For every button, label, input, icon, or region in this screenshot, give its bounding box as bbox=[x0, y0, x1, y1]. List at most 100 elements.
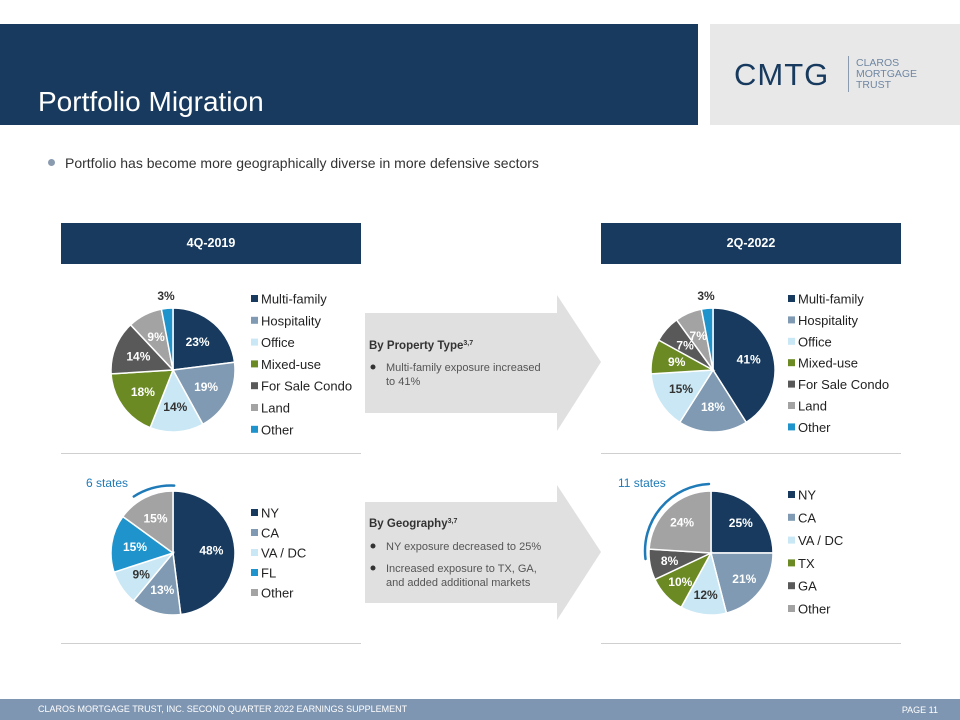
logo-line: CLAROS bbox=[856, 57, 900, 69]
property-2022-label-hospitality: 18% bbox=[701, 400, 725, 414]
geography-2022-label-va-dc: 12% bbox=[694, 588, 718, 602]
property-2022-slice-office bbox=[650, 369, 715, 424]
property-2022-legend-label-land: Land bbox=[798, 399, 827, 414]
geography-2022-label-tx: 10% bbox=[668, 575, 692, 589]
property-2019-label-land: 9% bbox=[147, 330, 165, 344]
geography-2019-slice-other bbox=[121, 490, 174, 555]
geography-2019-label-ca: 13% bbox=[150, 583, 174, 597]
geography-2019-legend-swatch-other bbox=[251, 589, 258, 596]
geography-2022-legend-swatch-va-dc bbox=[788, 536, 795, 544]
property-2022-legend-label-office: Office bbox=[798, 334, 832, 349]
property-2019-label-for-sale-condo: 14% bbox=[126, 349, 150, 363]
panel-header-left: 4Q-2019 bbox=[61, 223, 361, 264]
property-2022-legend-label-for-sale-condo: For Sale Condo bbox=[798, 377, 889, 392]
property-2019-legend-swatch-mixed-use bbox=[251, 360, 258, 368]
panel-header-right: 2Q-2022 bbox=[601, 223, 901, 264]
logo-divider bbox=[848, 56, 849, 92]
property-2019-legend-label-other: Other bbox=[261, 422, 294, 437]
arrow-text-line: and added additional markets bbox=[386, 577, 531, 589]
arrow-property-title: By Property Type3,7 bbox=[369, 340, 473, 352]
divider-line bbox=[61, 643, 361, 644]
property-2019-label-other: 3% bbox=[157, 289, 175, 303]
arrow-geography-bullet-1: NY exposure decreased to 25% bbox=[386, 541, 541, 553]
geography-2022-legend-swatch-tx bbox=[788, 559, 795, 567]
bullet-icon bbox=[370, 364, 376, 370]
arrow-text-line: Increased exposure to TX, GA, bbox=[386, 563, 537, 575]
geography-2019-legend-swatch-fl bbox=[251, 569, 258, 576]
bullet-icon bbox=[48, 158, 55, 166]
states-count-left: 6 states bbox=[86, 476, 128, 490]
property-2019-legend-swatch-land bbox=[251, 404, 258, 411]
property-2019-label-office: 14% bbox=[163, 400, 187, 414]
geography-2019-legend-swatch-ca bbox=[251, 529, 258, 536]
states-arc-left bbox=[132, 484, 176, 498]
geography-2022-legend-label-ca: CA bbox=[798, 510, 816, 525]
geography-2022-legend-swatch-ny bbox=[788, 491, 795, 498]
property-2019-legend-label-land: Land bbox=[261, 401, 290, 416]
geography-2019-legend-swatch-ny bbox=[251, 509, 258, 516]
logo-mark: CMTG bbox=[734, 57, 830, 92]
bullet-icon bbox=[370, 543, 376, 549]
property-2019-legend-swatch-hospitality bbox=[251, 316, 258, 324]
geography-2019-label-va-dc: 9% bbox=[133, 568, 151, 582]
geography-2019-label-other: 15% bbox=[143, 512, 167, 526]
property-2022-legend-label-multi-family: Multi-family bbox=[798, 292, 864, 307]
header-band bbox=[0, 24, 698, 125]
property-2019-legend-label-office: Office bbox=[261, 335, 295, 350]
property-2019-legend-swatch-for-sale-condo bbox=[251, 382, 258, 390]
property-2022-legend-label-other: Other bbox=[798, 420, 831, 435]
divider-line bbox=[601, 643, 901, 644]
arrow-geography-bullet-2: Increased exposure to TX, GA, and added … bbox=[386, 563, 540, 589]
geography-2019-legend-label-ny: NY bbox=[261, 506, 279, 521]
property-2022-legend-label-hospitality: Hospitality bbox=[798, 313, 858, 328]
geography-2019-slice-ny bbox=[172, 490, 236, 616]
geography-2019-legend-label-va-dc: VA / DC bbox=[261, 546, 306, 561]
geography-2019-legend-label-fl: FL bbox=[261, 566, 276, 581]
company-logo: CMTG CLAROS MORTGAGE TRUST bbox=[710, 24, 960, 125]
geography-2019-legend-label-other: Other bbox=[261, 586, 294, 601]
property-2022-legend-swatch-multi-family bbox=[788, 295, 795, 302]
geography-2019-label-fl: 15% bbox=[123, 540, 147, 554]
summary-bullet: Portfolio has become more geographically… bbox=[48, 155, 539, 171]
property-2019-slice-multi-family bbox=[172, 307, 236, 371]
property-2019-slice-mixed-use bbox=[110, 369, 175, 429]
property-2019-slice-for-sale-condo bbox=[110, 323, 175, 375]
property-2019-label-multi-family: 23% bbox=[186, 335, 210, 349]
footer-title: CLAROS MORTGAGE TRUST, INC. SECOND QUART… bbox=[38, 704, 408, 714]
property-2019-legend-swatch-office bbox=[251, 338, 258, 346]
property-2019-slice-hospitality bbox=[171, 361, 236, 426]
property-2022-label-office: 15% bbox=[669, 382, 693, 396]
property-2019-slice-other bbox=[160, 307, 174, 371]
property-2022-legend-swatch-for-sale-condo bbox=[788, 380, 795, 388]
geography-2022-legend-label-ny: NY bbox=[798, 488, 816, 503]
property-2022-slice-hospitality bbox=[678, 368, 748, 433]
property-2019-label-mixed-use: 18% bbox=[131, 385, 155, 399]
geography-2019-label-ny: 48% bbox=[199, 544, 223, 558]
property-2022-label-other: 3% bbox=[697, 289, 715, 303]
page-number: PAGE 11 bbox=[901, 705, 938, 715]
arrow-property-bullet: Multi-family exposure increased to 41% bbox=[386, 362, 544, 388]
logo-wordmark: CLAROS MORTGAGE TRUST bbox=[856, 58, 917, 91]
property-2019-label-hospitality: 19% bbox=[194, 380, 218, 394]
geography-2022-legend-label-ga: GA bbox=[798, 579, 817, 594]
geography-2022-slice-other bbox=[648, 490, 712, 554]
logo-line: TRUST bbox=[856, 79, 891, 91]
property-2022-label-mixed-use: 9% bbox=[668, 355, 686, 369]
geography-2022-legend-label-tx: TX bbox=[798, 556, 815, 571]
property-2022-legend-swatch-office bbox=[788, 337, 795, 345]
property-2019-legend-swatch-other bbox=[251, 425, 258, 433]
geography-2019-legend-label-ca: CA bbox=[261, 526, 279, 541]
geography-2022-legend-swatch-ga bbox=[788, 582, 795, 590]
property-2022-label-land: 7% bbox=[690, 329, 708, 343]
arrow-geography-title: By Geography3,7 bbox=[369, 518, 457, 530]
property-2019-legend-label-multi-family: Multi-family bbox=[261, 292, 327, 307]
property-2022-legend-swatch-land bbox=[788, 402, 795, 409]
logo-line: MORTGAGE bbox=[856, 68, 918, 80]
geography-2022-label-other: 24% bbox=[670, 515, 694, 529]
bullet-icon bbox=[370, 565, 376, 571]
geography-2022-legend-swatch-other bbox=[788, 605, 795, 612]
geography-2022-label-ca: 21% bbox=[732, 572, 756, 586]
footer-bar: CLAROS MORTGAGE TRUST, INC. SECOND QUART… bbox=[0, 699, 960, 720]
property-2019-legend-swatch-multi-family bbox=[251, 295, 258, 302]
property-2022-legend-swatch-hospitality bbox=[788, 316, 795, 324]
